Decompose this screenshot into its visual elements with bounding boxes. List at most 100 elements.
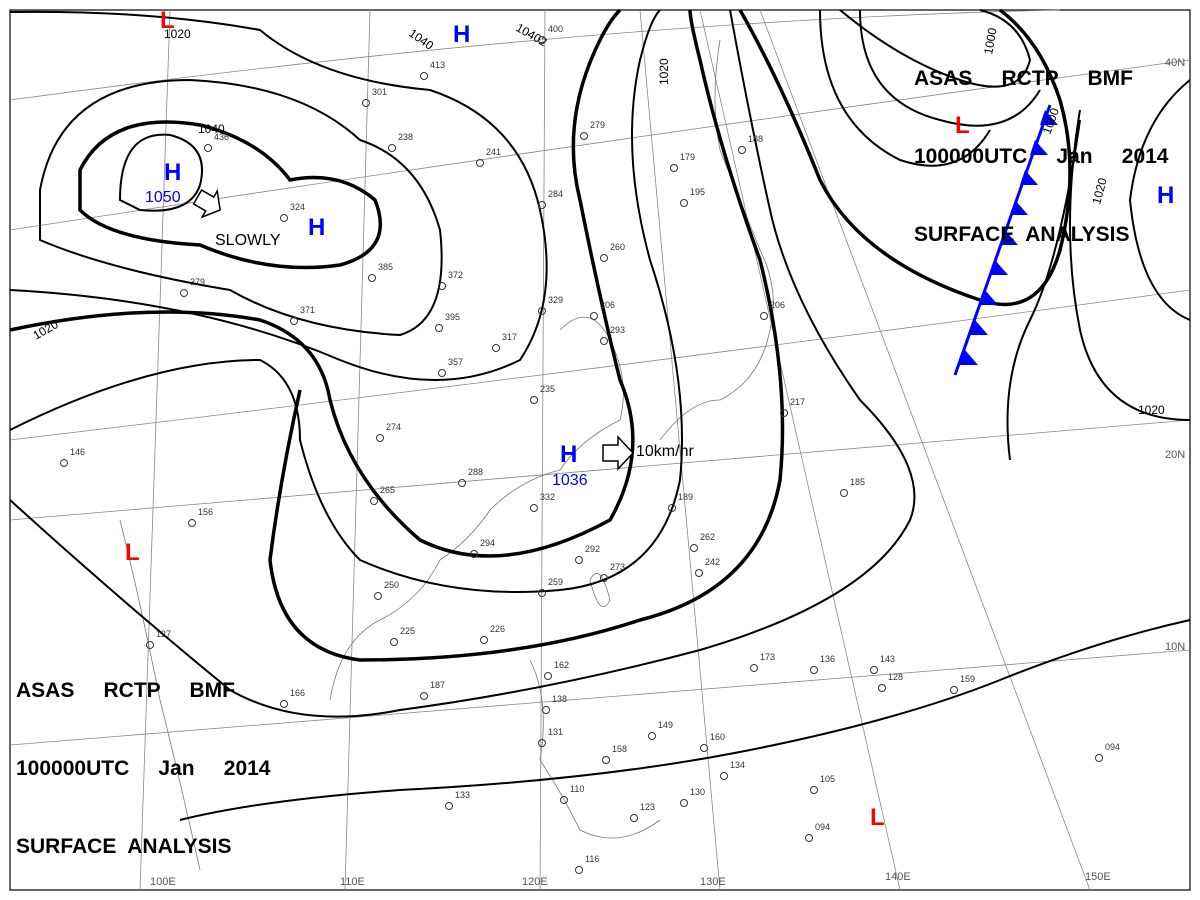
station-marker [810,786,818,794]
station-marker [180,289,188,297]
low-center-label: L [955,112,970,139]
station-pressure: 262 [700,532,715,542]
station-pressure: 136 [820,654,835,664]
station-marker [438,282,446,290]
station-marker [680,799,688,807]
station-pressure: 225 [400,626,415,636]
station-pressure: 436 [214,132,229,142]
low-center-label: L [125,539,140,566]
map-title-bottom: ASAS RCTP BMF 100000UTC Jan 2014 SURFACE… [16,626,270,886]
station-marker [435,324,443,332]
station-pressure: 206 [770,300,785,310]
station-marker [870,666,878,674]
station-marker [600,337,608,345]
station-pressure: 379 [190,277,205,287]
station-pressure: 128 [888,672,903,682]
isobar-label: 10402 [514,20,550,49]
station-marker [146,641,154,649]
station-marker [602,756,610,764]
station-marker [780,409,788,417]
station-pressure: 294 [480,538,495,548]
movement-arrow-icon [602,435,635,471]
station-pressure: 332 [540,492,555,502]
low-center-label: L [870,804,885,831]
station-marker [188,519,196,527]
title-line-3: SURFACE ANALYSIS [914,223,1130,246]
station-pressure: 158 [612,744,627,754]
station-marker [420,72,428,80]
station-marker [388,144,396,152]
isobar-label: 1040 [198,122,225,136]
station-marker [560,796,568,804]
station-pressure: 279 [590,120,605,130]
station-marker [1095,754,1103,762]
movement-arrow-icon [192,188,221,219]
pressure-centers: H 1050 H H H 1036 H L L L L [125,7,1174,831]
station-marker [280,700,288,708]
station-marker [750,664,758,672]
coastlines [119,39,774,871]
longitude-label: 140E [885,871,911,883]
station-marker [204,144,212,152]
station-pressure: 301 [372,87,387,97]
station-marker [445,802,453,810]
isobar-label: 1020 [164,27,191,41]
station-marker [840,489,848,497]
station-marker [480,636,488,644]
station-marker [600,254,608,262]
station-marker [668,504,676,512]
station-pressure: 131 [548,727,563,737]
station-pressure: 324 [290,202,305,212]
station-marker [805,834,813,842]
station-pressure: 250 [384,580,399,590]
station-pressure: 371 [300,305,315,315]
station-pressure: 156 [198,507,213,517]
title-line-1: ASAS RCTP BMF [16,679,235,702]
station-pressure: 306 [600,300,615,310]
station-pressure: 226 [490,624,505,634]
station-marker [538,739,546,747]
isobar-label: 1040 [406,26,436,53]
station-pressure: 123 [640,802,655,812]
isobar-label: 1000 [981,26,999,55]
isobar-label: 1020 [657,58,671,85]
station-pressure: 166 [290,688,305,698]
station-marker [368,274,376,282]
station-pressure: 317 [502,332,517,342]
station-pressure: 138 [552,694,567,704]
station-pressure: 094 [815,822,830,832]
station-marker [60,459,68,467]
station-pressure: 400 [548,24,563,34]
station-pressure: 372 [448,270,463,280]
station-pressure: 195 [690,187,705,197]
isobar-label: 1020 [1089,176,1110,206]
station-pressure: 173 [760,652,775,662]
station-pressure: 413 [430,60,445,70]
longitude-label: 130E [700,876,726,888]
station-marker [680,199,688,207]
station-plots: 400 413 301 238 241 279 436 324 385 372 395 317 329 3… [60,24,1120,874]
station-pressure: 149 [658,720,673,730]
speed-label: 10km/hr [636,443,694,460]
station-marker [458,479,466,487]
high-center-value: 1050 [145,189,181,206]
station-pressure: 292 [585,544,600,554]
latitude-label: 40N [1165,57,1185,69]
station-pressure: 105 [820,774,835,784]
high-center-value: 1036 [552,472,588,489]
station-marker [580,132,588,140]
station-marker [590,312,598,320]
station-marker [695,569,703,577]
station-pressure: 273 [610,562,625,572]
station-pressure: 159 [960,674,975,684]
station-marker [492,344,500,352]
station-marker [530,504,538,512]
station-marker [575,866,583,874]
station-marker [760,312,768,320]
station-marker [362,99,370,107]
station-marker [542,706,550,714]
station-pressure: 274 [386,422,401,432]
slowly-label: SLOWLY [215,232,281,249]
station-pressure: 395 [445,312,460,322]
